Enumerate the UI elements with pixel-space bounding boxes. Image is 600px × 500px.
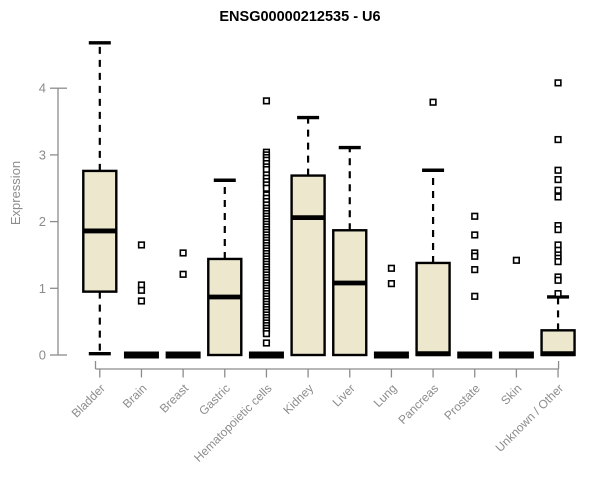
outlier-point-skin [512, 256, 520, 264]
y-tick-label: 4 [39, 81, 46, 96]
x-category-label-pancreas: Pancreas [395, 381, 441, 427]
y-tick-label: 3 [39, 147, 46, 162]
outlier-point-unknown-other [554, 276, 562, 284]
chart-title: ENSG00000212535 - U6 [219, 9, 381, 25]
box-liver [332, 229, 368, 357]
outlier-point-hematopoietic-cells [262, 339, 271, 347]
flat-box-hematopoietic-cells [248, 351, 284, 359]
outlier-point-unknown-other [554, 79, 562, 87]
flat-box-breast [165, 351, 201, 359]
outlier-point-hematopoietic-cells [262, 330, 271, 338]
outlier-point-prostate [471, 266, 479, 274]
outlier-point-brain [137, 286, 146, 294]
outlier-point-unknown-other [554, 290, 562, 298]
outlier-point-brain [137, 297, 146, 305]
outlier-point-brain [137, 241, 146, 249]
outlier-point-pancreas [429, 98, 437, 106]
x-category-label-bladder: Bladder [69, 381, 108, 420]
x-category-label-hematopoietic-cells: Hematopoietic cells [191, 381, 274, 464]
x-category-label-skin: Skin [498, 381, 524, 407]
flat-box-lung [373, 351, 409, 359]
box-unknown-other [540, 329, 576, 357]
x-category-label-kidney: Kidney [280, 381, 316, 417]
outlier-point-prostate [471, 252, 479, 260]
outlier-point-lung [387, 264, 396, 272]
x-category-label-breast: Breast [157, 381, 192, 416]
outlier-point-breast [179, 249, 187, 257]
outlier-point-hematopoietic-cells [262, 184, 271, 192]
box-kidney [290, 174, 326, 357]
flat-box-brain [123, 351, 159, 359]
outlier-point-breast [179, 270, 187, 278]
y-tick-label: 1 [39, 281, 46, 296]
x-category-label-gastric: Gastric [196, 381, 233, 418]
outlier-point-unknown-other [554, 186, 562, 194]
outlier-point-unknown-other [554, 193, 562, 201]
y-tick-label: 0 [39, 348, 46, 363]
outlier-point-unknown-other [554, 135, 562, 144]
box-pancreas [415, 261, 451, 357]
outlier-point-unknown-other [554, 175, 562, 184]
outlier-point-unknown-other [554, 226, 562, 234]
x-category-label-liver: Liver [330, 381, 358, 409]
outlier-point-lung [387, 280, 396, 288]
outlier-point-prostate [471, 231, 479, 239]
outlier-point-prostate [471, 212, 479, 220]
box-gastric [207, 257, 243, 357]
outlier-point-unknown-other [554, 258, 562, 266]
x-category-label-prostate: Prostate [441, 381, 483, 423]
y-tick-label: 2 [39, 214, 46, 229]
flat-box-prostate [457, 351, 493, 359]
x-category-label-brain: Brain [120, 381, 150, 411]
flat-box-skin [498, 351, 534, 359]
outlier-point-hematopoietic-cells [262, 97, 271, 105]
x-category-label-lung: Lung [371, 381, 400, 410]
outlier-point-unknown-other [554, 166, 562, 174]
outlier-point-prostate [471, 292, 479, 300]
